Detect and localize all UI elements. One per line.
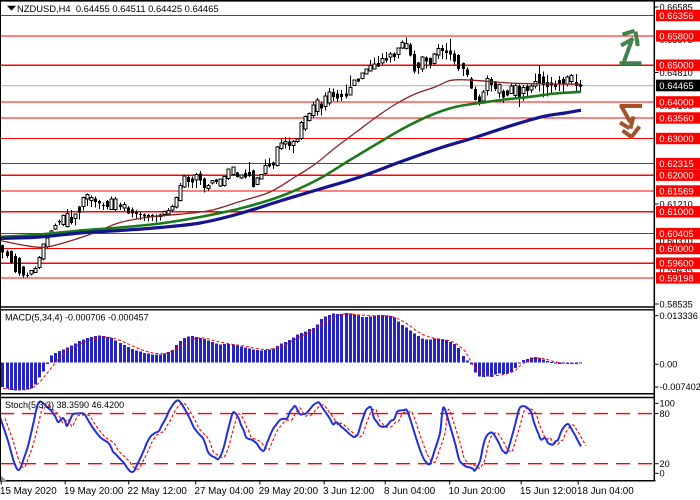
svg-text:0.64810: 0.64810 [660,68,693,78]
svg-text:0.64465: 0.64465 [659,81,693,92]
svg-text:0.58535: 0.58535 [660,299,693,309]
svg-text:100: 100 [660,399,675,409]
svg-text:0.61569: 0.61569 [659,186,693,197]
svg-text:0.63000: 0.63000 [659,134,693,145]
svg-text:0.60310: 0.60310 [660,236,693,246]
svg-text:0.60000: 0.60000 [659,244,693,255]
svg-text:10 Jun 20:00: 10 Jun 20:00 [449,486,506,497]
svg-text:0.59198: 0.59198 [659,273,693,284]
svg-text:22 May 12:00: 22 May 12:00 [128,486,188,497]
svg-text:0.62000: 0.62000 [659,171,693,182]
svg-text:0.65800: 0.65800 [659,31,693,42]
svg-text:0.61210: 0.61210 [660,199,693,209]
svg-text:0.63560: 0.63560 [659,113,693,124]
svg-text:20: 20 [660,459,670,469]
svg-text:0.62315: 0.62315 [659,159,693,170]
svg-text:0: 0 [660,469,665,479]
svg-text:0.59600: 0.59600 [659,259,693,270]
svg-text:3 Jun 12:00: 3 Jun 12:00 [323,486,375,497]
svg-text:Stoch(5,3,3) 38.3590 46.4200: Stoch(5,3,3) 38.3590 46.4200 [5,400,124,410]
svg-text:NZDUSD,H4 0.64455 0.64511 0.6: NZDUSD,H4 0.64455 0.64511 0.64425 0.6446… [17,3,219,14]
svg-text:-0.007402: -0.007402 [660,382,700,392]
svg-text:15 May 2020: 15 May 2020 [0,486,57,497]
svg-text:0.59435: 0.59435 [660,266,693,276]
svg-text:27 May 04:00: 27 May 04:00 [195,486,255,497]
svg-text:80: 80 [660,409,670,419]
svg-text:19 May 20:00: 19 May 20:00 [64,486,124,497]
svg-text:0.64000: 0.64000 [659,97,693,108]
svg-text:29 May 20:00: 29 May 20:00 [259,486,319,497]
svg-text:0.013336: 0.013336 [660,311,698,321]
svg-text:0.66585: 0.66585 [660,2,693,12]
svg-text:MACD(5,34,4) -0.000706 -0.0004: MACD(5,34,4) -0.000706 -0.000457 [5,313,149,323]
svg-text:0.60405: 0.60405 [659,229,693,240]
svg-text:15 Jun 12:00: 15 Jun 12:00 [520,486,577,497]
svg-text:0.00: 0.00 [660,359,678,369]
svg-text:18 Jun 04:00: 18 Jun 04:00 [577,486,634,497]
svg-text:8 Jun 04:00: 8 Jun 04:00 [384,486,436,497]
svg-text:0.61000: 0.61000 [659,207,693,218]
svg-text:0.66356: 0.66356 [659,11,693,22]
svg-text:0.65000: 0.65000 [659,61,693,72]
